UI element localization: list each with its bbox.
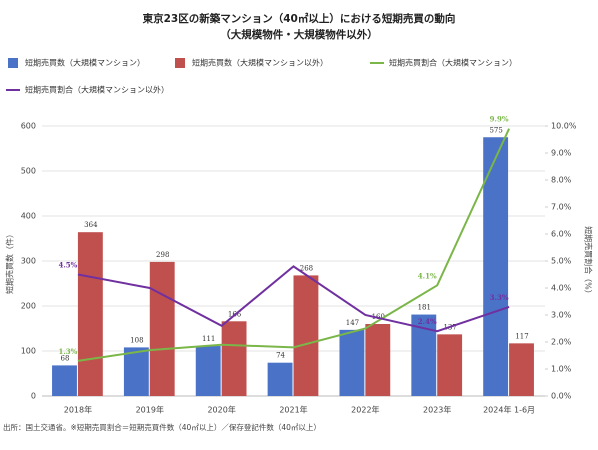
- y2-tick-label: 5.0%: [551, 257, 572, 266]
- legend-label: 短期売買割合（大規模マンション以外）: [25, 85, 169, 95]
- bar-value-label: 117: [515, 332, 528, 340]
- x-tick-label: 2022年: [351, 405, 379, 415]
- y-axis-label: 短期売買数（件）: [5, 230, 15, 294]
- bar: [77, 232, 103, 396]
- y2-tick-label: 4.0%: [551, 284, 572, 293]
- x-tick-label: 2020年: [207, 405, 235, 415]
- bar-value-label: 74: [276, 352, 285, 360]
- line-value-label: 4.5%: [59, 261, 78, 270]
- bar: [509, 343, 534, 396]
- y2-tick-label: 7.0%: [551, 203, 572, 212]
- x-tick-label: 2019年: [136, 405, 164, 415]
- y2-tick-label: 2.0%: [551, 338, 572, 347]
- bar: [267, 362, 293, 396]
- bar: [437, 334, 463, 396]
- x-tick-label: 2024年 1-6月: [483, 405, 535, 415]
- bar: [483, 137, 509, 396]
- legend-label: 短期売買数（大規模マンション以外）: [192, 58, 328, 68]
- y2-tick-label: 6.0%: [551, 230, 572, 239]
- bar: [195, 346, 221, 396]
- line-value-label: 1.3%: [59, 347, 78, 356]
- chart-title: 東京23区の新築マンション（40㎡以上）における短期売買の動向: [143, 12, 456, 25]
- y2-axis-label: 短期売買割合（%）: [584, 226, 594, 298]
- line-value-label: 2.4%: [418, 317, 437, 326]
- bar-value-label: 181: [418, 304, 431, 312]
- bar-value-label: 108: [130, 336, 143, 344]
- y-tick-label: 300: [21, 257, 36, 266]
- x-tick-label: 2021年: [279, 405, 307, 415]
- legend-swatch: [175, 58, 185, 68]
- chart-subtitle: （大規模物件・大規模物件以外）: [220, 28, 378, 41]
- y2-tick-label: 0.0%: [551, 392, 572, 401]
- legend-swatch: [8, 58, 18, 68]
- bar-value-label: 147: [346, 319, 359, 327]
- legend-label: 短期売買数（大規模マンション）: [25, 58, 145, 68]
- bar-value-label: 298: [156, 251, 169, 259]
- line: [77, 128, 510, 362]
- bar: [221, 321, 247, 396]
- line-value-label: 3.3%: [490, 293, 509, 302]
- bar: [149, 261, 175, 396]
- x-tick-label: 2023年: [423, 405, 451, 415]
- bar: [123, 347, 149, 396]
- bar-value-label: 364: [84, 221, 98, 229]
- y-tick-label: 200: [21, 302, 36, 311]
- y-tick-label: 600: [21, 122, 36, 131]
- y-tick-label: 400: [21, 212, 36, 221]
- y-tick-label: 100: [21, 347, 36, 356]
- bar: [339, 329, 365, 396]
- line-value-label: 4.1%: [418, 271, 437, 280]
- y2-tick-label: 3.0%: [551, 311, 572, 320]
- bar-value-label: 68: [61, 354, 70, 362]
- y2-tick-label: 9.0%: [551, 149, 572, 158]
- bar: [365, 324, 391, 396]
- bar-value-label: 575: [489, 126, 502, 134]
- bar-value-label: 111: [202, 335, 215, 343]
- y2-tick-label: 1.0%: [551, 365, 572, 374]
- line: [77, 265, 510, 333]
- x-tick-label: 2018年: [64, 405, 92, 415]
- bar-value-label: 268: [300, 264, 313, 272]
- legend-label: 短期売買割合（大規模マンション）: [389, 58, 517, 68]
- bar: [293, 275, 319, 396]
- y2-tick-label: 10.0%: [551, 122, 577, 131]
- y-tick-label: 500: [21, 167, 36, 176]
- bar: [52, 365, 77, 396]
- line-value-label: 9.9%: [490, 115, 509, 124]
- y-tick-label: 0: [31, 392, 36, 401]
- footnote: 出所：国土交通省。※短期売買割合＝短期売買件数（40㎡以上）／保存登記件数（40…: [3, 422, 321, 432]
- y2-tick-label: 8.0%: [551, 176, 572, 185]
